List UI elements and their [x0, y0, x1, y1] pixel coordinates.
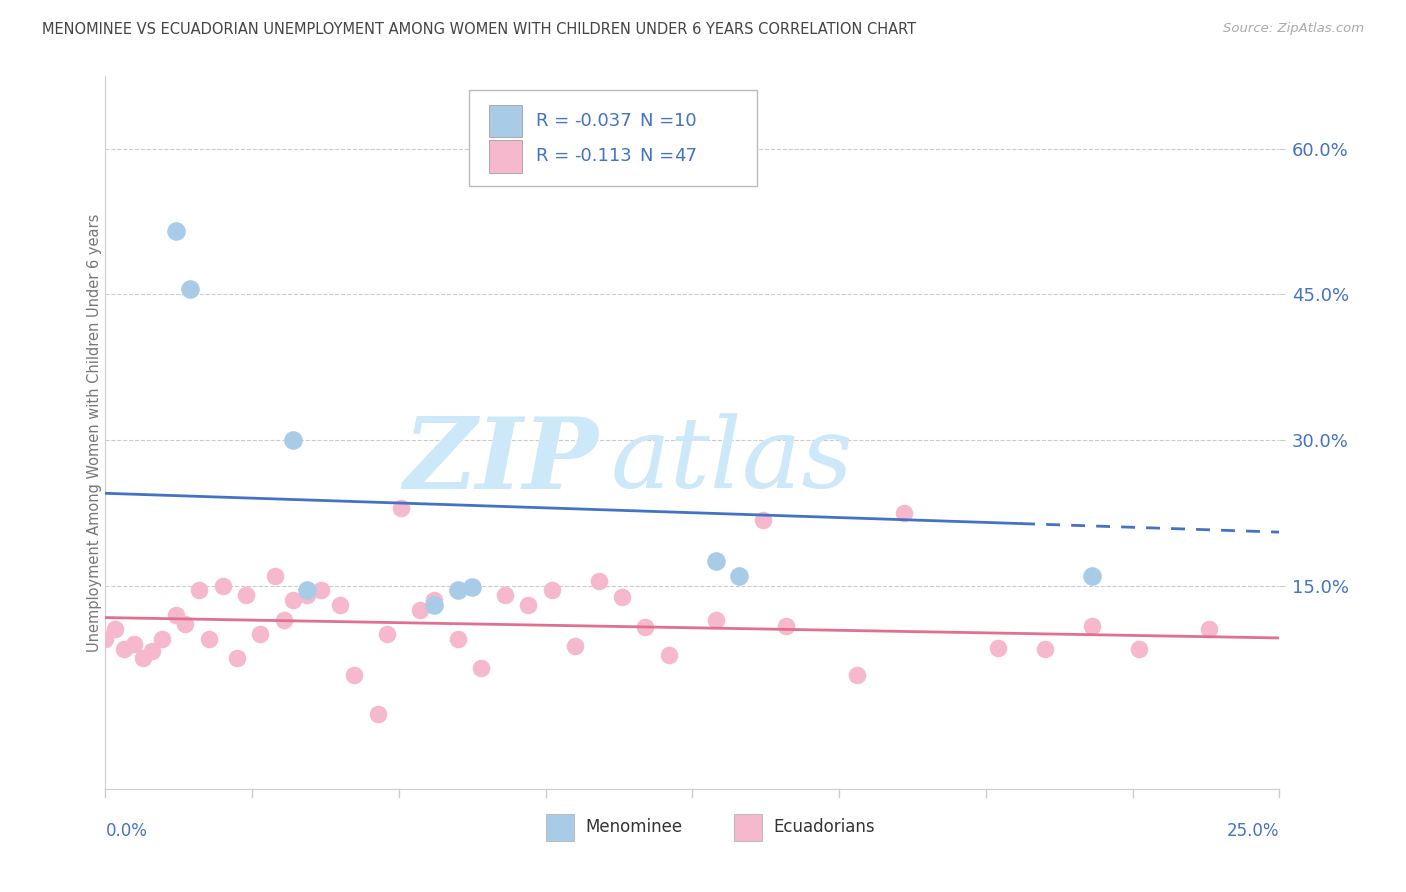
- Text: 25.0%: 25.0%: [1227, 822, 1279, 839]
- Bar: [734, 814, 762, 841]
- Point: [728, 569, 751, 583]
- Text: N =: N =: [640, 112, 679, 129]
- Point: [297, 588, 319, 602]
- Bar: [489, 104, 522, 136]
- Point: [197, 632, 219, 646]
- Point: [104, 622, 127, 636]
- Point: [141, 643, 163, 657]
- Point: [283, 593, 305, 607]
- Point: [165, 224, 187, 238]
- Point: [704, 613, 727, 627]
- Point: [165, 607, 187, 622]
- Point: [775, 619, 797, 633]
- Point: [375, 627, 398, 641]
- Bar: [489, 140, 522, 172]
- Point: [752, 512, 775, 526]
- Point: [704, 554, 727, 568]
- Point: [588, 574, 610, 588]
- Text: 0.0%: 0.0%: [105, 822, 148, 839]
- Text: -0.037: -0.037: [574, 112, 631, 129]
- Text: -0.113: -0.113: [574, 147, 631, 165]
- Point: [150, 632, 173, 646]
- Point: [329, 598, 352, 612]
- Point: [226, 651, 249, 665]
- Text: Source: ZipAtlas.com: Source: ZipAtlas.com: [1223, 22, 1364, 36]
- Point: [409, 603, 432, 617]
- Text: Ecuadorians: Ecuadorians: [773, 818, 875, 836]
- Point: [1198, 622, 1220, 636]
- Point: [311, 583, 333, 598]
- Point: [446, 632, 468, 646]
- Point: [1128, 641, 1150, 656]
- Point: [494, 588, 516, 602]
- Point: [132, 651, 155, 665]
- Point: [470, 661, 492, 675]
- Point: [987, 640, 1010, 655]
- Point: [446, 583, 468, 598]
- Point: [367, 706, 389, 721]
- Text: R =: R =: [536, 147, 575, 165]
- Point: [343, 668, 366, 682]
- Point: [389, 500, 412, 515]
- Text: R =: R =: [536, 112, 575, 129]
- Point: [540, 583, 562, 598]
- Point: [1033, 641, 1056, 656]
- Point: [893, 506, 915, 520]
- Y-axis label: Unemployment Among Women with Children Under 6 years: Unemployment Among Women with Children U…: [87, 213, 101, 652]
- Point: [188, 583, 211, 598]
- Point: [1080, 569, 1102, 583]
- Point: [249, 627, 271, 641]
- Point: [1080, 619, 1102, 633]
- Point: [564, 639, 586, 653]
- Point: [211, 578, 233, 592]
- FancyBboxPatch shape: [470, 90, 756, 186]
- Point: [94, 632, 117, 646]
- Bar: [546, 814, 574, 841]
- Point: [174, 617, 197, 632]
- Point: [273, 613, 295, 627]
- Point: [235, 588, 257, 602]
- Text: Menominee: Menominee: [586, 818, 683, 836]
- Point: [263, 569, 285, 583]
- Text: MENOMINEE VS ECUADORIAN UNEMPLOYMENT AMONG WOMEN WITH CHILDREN UNDER 6 YEARS COR: MENOMINEE VS ECUADORIAN UNEMPLOYMENT AMO…: [42, 22, 917, 37]
- Text: 10: 10: [673, 112, 696, 129]
- Point: [845, 668, 868, 682]
- Text: 47: 47: [673, 147, 696, 165]
- Point: [283, 433, 305, 447]
- Point: [112, 641, 135, 656]
- Point: [423, 598, 446, 612]
- Text: atlas: atlas: [610, 414, 853, 508]
- Point: [461, 581, 484, 595]
- Text: N =: N =: [640, 147, 679, 165]
- Point: [423, 593, 446, 607]
- Point: [658, 648, 681, 663]
- Point: [297, 583, 319, 598]
- Point: [179, 282, 201, 296]
- Point: [634, 620, 657, 634]
- Text: ZIP: ZIP: [404, 413, 599, 509]
- Point: [610, 590, 633, 604]
- Point: [122, 637, 145, 651]
- Point: [517, 598, 540, 612]
